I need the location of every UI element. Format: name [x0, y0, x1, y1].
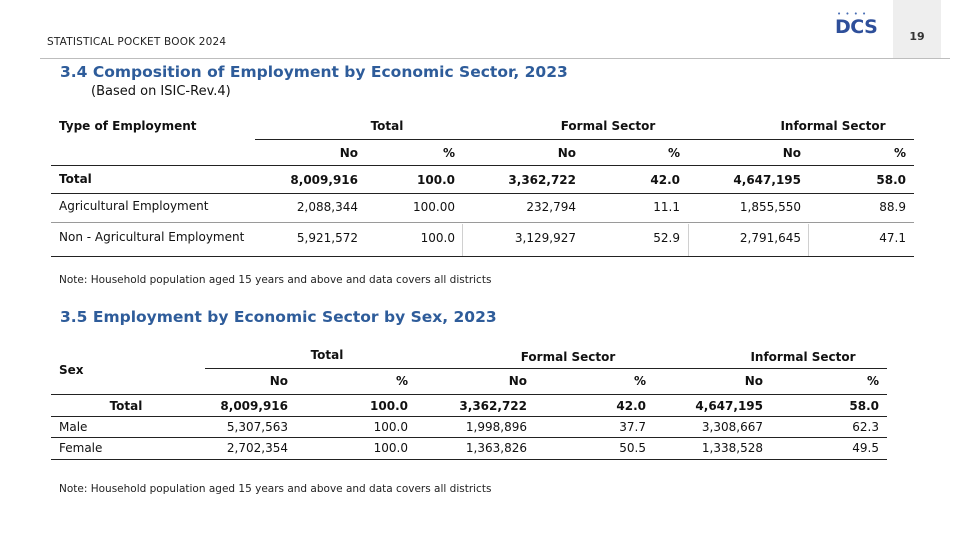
- table1-note: Note: Household population aged 15 years…: [59, 274, 492, 286]
- cell-value: 5,307,563: [226, 420, 288, 434]
- cell-value: 2,791,645: [739, 231, 801, 245]
- table1-header-rule: [51, 165, 914, 166]
- cell-value: 2,702,354: [226, 441, 288, 455]
- table1-row-rule: [51, 193, 914, 194]
- cell-value: 42.0: [616, 399, 646, 413]
- table2-note: Note: Household population aged 15 years…: [59, 483, 492, 495]
- table1-group-total: Total: [370, 119, 404, 133]
- row-label: Female: [59, 441, 103, 455]
- cell-value: 37.7: [619, 420, 646, 434]
- table1-title: 3.4 Composition of Employment by Economi…: [60, 63, 568, 81]
- table2-subheader: No: [508, 374, 527, 388]
- cell-value: 62.3: [852, 420, 879, 434]
- cell-value: 232,794: [526, 200, 576, 214]
- table2-subheader: No: [269, 374, 288, 388]
- table2-subheader: No: [744, 374, 763, 388]
- table1-subheader: No: [782, 146, 801, 160]
- cell-value: 100.0: [420, 231, 455, 245]
- cell-value: 49.5: [852, 441, 879, 455]
- table1-subheader: %: [667, 146, 680, 160]
- cell-value: 8,009,916: [220, 399, 288, 413]
- table1-subheader: %: [893, 146, 906, 160]
- cell-value: 88.9: [879, 200, 906, 214]
- table2-subheader: %: [633, 374, 646, 388]
- table2-group-informal: Informal Sector: [750, 350, 856, 364]
- row-label: Total: [59, 172, 92, 186]
- table1-group-formal: Formal Sector: [560, 119, 656, 133]
- table2-row-rule: [51, 437, 887, 438]
- cell-value: 100.0: [370, 399, 408, 413]
- cell-value: 1,998,896: [465, 420, 527, 434]
- cell-value: 100.0: [373, 441, 408, 455]
- page-number: 19: [909, 30, 925, 43]
- table1-subheader: No: [339, 146, 358, 160]
- logo-text: DCS: [835, 16, 878, 38]
- row-label: Non - Agricultural Employment: [59, 230, 245, 244]
- cell-value: 52.9: [653, 231, 680, 245]
- cell-value: 58.0: [849, 399, 879, 413]
- cell-value: 1,363,826: [465, 441, 527, 455]
- table2-row-header: Sex: [59, 363, 84, 377]
- table2-title: 3.5 Employment by Economic Sector by Sex…: [60, 308, 497, 326]
- table1-group-informal: Informal Sector: [780, 119, 886, 133]
- cell-value: 1,855,550: [739, 200, 801, 214]
- cell-value: 58.0: [876, 173, 906, 187]
- cell-value: 11.1: [653, 200, 680, 214]
- header-divider: [40, 58, 950, 59]
- row-label: Agricultural Employment: [59, 199, 209, 213]
- table1-group-rule: [255, 139, 914, 140]
- cell-value: 4,647,195: [733, 173, 801, 187]
- row-label: Total: [109, 399, 143, 413]
- table2-group-total: Total: [310, 348, 344, 362]
- cell-value: 5,921,572: [296, 231, 358, 245]
- table2-group-formal: Formal Sector: [520, 350, 616, 364]
- cell-value: 2,088,344: [296, 200, 358, 214]
- table1-subheader: No: [557, 146, 576, 160]
- cell-value: 3,308,667: [701, 420, 763, 434]
- table1-row-header: Type of Employment: [59, 119, 197, 133]
- cell-value: 42.0: [650, 173, 680, 187]
- table2-group-rule: [205, 368, 887, 369]
- table1-subtitle: (Based on ISIC-Rev.4): [91, 84, 231, 99]
- table2-row-rule: [51, 416, 887, 417]
- page-number-box: 19: [893, 0, 941, 58]
- cell-value: 1,338,528: [701, 441, 763, 455]
- cell-value: 4,647,195: [695, 399, 763, 413]
- column-divider: [808, 224, 809, 256]
- cell-value: 3,129,927: [514, 231, 576, 245]
- cell-value: 50.5: [619, 441, 646, 455]
- table1-subheader: %: [442, 146, 455, 160]
- cell-value: 3,362,722: [459, 399, 527, 413]
- table1-bottom-rule: [51, 256, 914, 257]
- table2-subheader: %: [866, 374, 879, 388]
- logo-dots-icon: • • • •: [837, 10, 868, 18]
- book-title: STATISTICAL POCKET BOOK 2024: [47, 36, 227, 48]
- table2-subheader: %: [395, 374, 408, 388]
- row-label: Male: [59, 420, 88, 434]
- table2-bottom-rule: [51, 459, 887, 460]
- cell-value: 100.0: [417, 173, 455, 187]
- cell-value: 100.0: [373, 420, 408, 434]
- cell-value: 100.00: [413, 200, 455, 214]
- column-divider: [688, 224, 689, 256]
- cell-value: 47.1: [879, 231, 906, 245]
- column-divider: [462, 224, 463, 256]
- dcs-logo: • • • • DCS: [835, 10, 879, 38]
- table2-header-rule: [51, 394, 887, 395]
- cell-value: 8,009,916: [290, 173, 358, 187]
- table1-row-rule: [51, 222, 914, 223]
- cell-value: 3,362,722: [508, 173, 576, 187]
